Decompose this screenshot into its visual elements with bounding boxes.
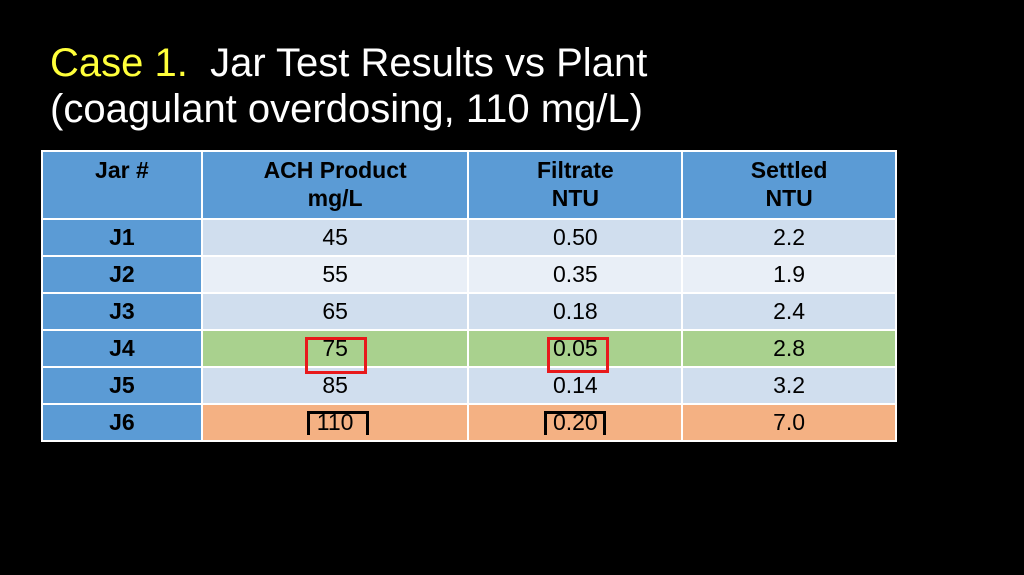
header-settled: Settled NTU: [681, 150, 897, 220]
slide-title: Case 1. Jar Test Results vs Plant (coagu…: [50, 40, 647, 132]
filtrate-cell: 0.50: [467, 218, 684, 257]
ach-cell: 75: [200, 329, 470, 368]
jar-test-table: Jar # ACH Product mg/L Filtrate NTU Sett…: [41, 150, 897, 442]
header-settled-line1: Settled: [750, 157, 828, 183]
table-header-row: Jar # ACH Product mg/L Filtrate NTU Sett…: [41, 150, 897, 220]
settled-cell: 2.8: [681, 329, 897, 368]
header-jar: Jar #: [41, 150, 203, 220]
jar-cell: J1: [41, 218, 203, 257]
jar-cell: J2: [41, 255, 203, 294]
title-line1: Jar Test Results vs Plant: [210, 41, 648, 85]
header-ach-line2: mg/L: [307, 185, 363, 211]
settled-cell: 7.0: [681, 403, 897, 442]
filtrate-cell: 0.18: [467, 292, 684, 331]
jar-cell: J6: [41, 403, 203, 442]
red-highlight-box-filtrate: [547, 337, 609, 373]
table-row: J2 55 0.35 1.9: [41, 255, 897, 294]
table-row-highlighted-optimal: J4 75 0.05 2.8: [41, 329, 897, 368]
table-row: J5 85 0.14 3.2: [41, 366, 897, 405]
ach-cell: 65: [200, 292, 470, 331]
red-highlight-box-ach: [305, 337, 367, 374]
ach-cell: 110: [200, 403, 470, 442]
black-bracket-ach: [307, 411, 369, 435]
settled-cell: 1.9: [681, 255, 897, 294]
black-bracket-filtrate: [544, 411, 606, 435]
jar-cell: J5: [41, 366, 203, 405]
table-row: J3 65 0.18 2.4: [41, 292, 897, 331]
filtrate-cell: 0.05: [467, 329, 684, 368]
table-row-highlighted-plant: J6 110 0.20 7.0: [41, 403, 897, 442]
header-filtrate-line1: Filtrate: [537, 157, 614, 183]
settled-cell: 2.4: [681, 292, 897, 331]
header-ach-line1: ACH Product: [263, 157, 407, 183]
header-filtrate: Filtrate NTU: [467, 150, 684, 220]
ach-cell: 55: [200, 255, 470, 294]
header-filtrate-line2: NTU: [551, 185, 599, 211]
settled-cell: 2.2: [681, 218, 897, 257]
filtrate-cell: 0.35: [467, 255, 684, 294]
jar-cell: J4: [41, 329, 203, 368]
table-row: J1 45 0.50 2.2: [41, 218, 897, 257]
header-jar-line1: Jar #: [95, 157, 149, 183]
header-ach-product: ACH Product mg/L: [200, 150, 470, 220]
title-case-label: Case 1.: [50, 41, 188, 85]
title-line2: (coagulant overdosing, 110 mg/L): [50, 87, 643, 131]
ach-cell: 45: [200, 218, 470, 257]
header-settled-line2: NTU: [765, 185, 813, 211]
settled-cell: 3.2: [681, 366, 897, 405]
jar-cell: J3: [41, 292, 203, 331]
